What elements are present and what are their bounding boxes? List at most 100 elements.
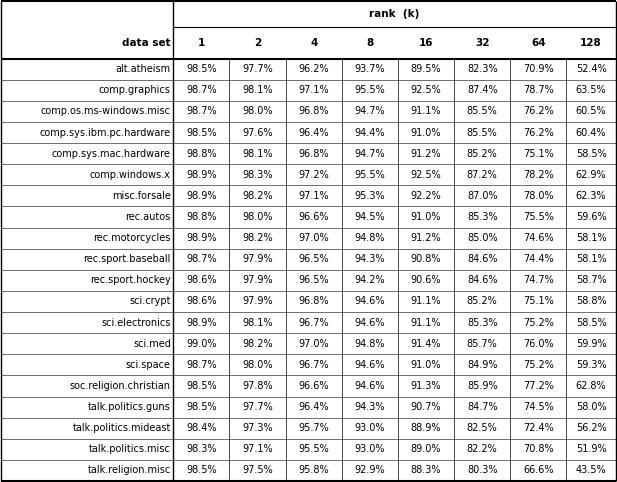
Text: 98.9%: 98.9% [186, 233, 217, 243]
Text: 59.3%: 59.3% [576, 360, 607, 370]
Text: 98.5%: 98.5% [186, 64, 217, 74]
Text: 97.5%: 97.5% [242, 466, 273, 475]
Text: 43.5%: 43.5% [576, 466, 607, 475]
Text: 85.9%: 85.9% [467, 381, 497, 391]
Text: 89.5%: 89.5% [411, 64, 441, 74]
Text: 87.0%: 87.0% [467, 191, 497, 201]
Text: 97.0%: 97.0% [299, 339, 329, 349]
Text: 97.8%: 97.8% [242, 381, 273, 391]
Text: 96.8%: 96.8% [299, 296, 329, 307]
Text: 76.0%: 76.0% [523, 339, 553, 349]
Text: 98.2%: 98.2% [242, 339, 273, 349]
Text: 91.1%: 91.1% [411, 107, 441, 116]
Text: talk.religion.misc: talk.religion.misc [88, 466, 171, 475]
Text: 58.0%: 58.0% [576, 402, 607, 412]
Text: 97.0%: 97.0% [299, 233, 329, 243]
Text: 85.0%: 85.0% [467, 233, 497, 243]
Text: 2: 2 [254, 38, 261, 48]
Text: 97.1%: 97.1% [242, 444, 273, 455]
Text: 98.0%: 98.0% [242, 107, 273, 116]
Text: 97.9%: 97.9% [242, 275, 273, 285]
Text: 96.6%: 96.6% [299, 381, 329, 391]
Text: 96.7%: 96.7% [299, 360, 329, 370]
Text: 98.7%: 98.7% [186, 360, 217, 370]
Text: 96.4%: 96.4% [299, 128, 329, 137]
Text: 98.5%: 98.5% [186, 381, 217, 391]
Text: 84.9%: 84.9% [467, 360, 497, 370]
Text: 62.3%: 62.3% [576, 191, 607, 201]
Text: sci.electronics: sci.electronics [101, 318, 171, 328]
Text: 94.8%: 94.8% [355, 233, 385, 243]
Text: 60.5%: 60.5% [576, 107, 607, 116]
Text: 96.7%: 96.7% [299, 318, 329, 328]
Text: 58.1%: 58.1% [576, 254, 607, 264]
Text: 96.5%: 96.5% [299, 254, 329, 264]
Text: 90.8%: 90.8% [411, 254, 441, 264]
Text: 75.5%: 75.5% [523, 212, 554, 222]
Text: 93.7%: 93.7% [355, 64, 385, 74]
Text: 63.5%: 63.5% [576, 85, 607, 95]
Text: 60.4%: 60.4% [576, 128, 607, 137]
Text: 98.7%: 98.7% [186, 107, 217, 116]
Text: 85.2%: 85.2% [467, 296, 497, 307]
Text: 88.3%: 88.3% [411, 466, 441, 475]
Text: 98.9%: 98.9% [186, 318, 217, 328]
Text: 98.7%: 98.7% [186, 254, 217, 264]
Text: 85.3%: 85.3% [467, 318, 497, 328]
Text: 94.6%: 94.6% [355, 360, 385, 370]
Text: 51.9%: 51.9% [576, 444, 607, 455]
Text: talk.politics.misc: talk.politics.misc [89, 444, 171, 455]
Text: 97.9%: 97.9% [242, 254, 273, 264]
Text: 98.6%: 98.6% [186, 296, 217, 307]
Text: talk.politics.guns: talk.politics.guns [88, 402, 171, 412]
Text: 96.2%: 96.2% [299, 64, 329, 74]
Text: talk.politics.mideast: talk.politics.mideast [72, 423, 171, 433]
Text: 84.7%: 84.7% [467, 402, 497, 412]
Text: 98.0%: 98.0% [242, 360, 273, 370]
Text: 98.8%: 98.8% [186, 212, 217, 222]
Text: 98.8%: 98.8% [186, 148, 217, 159]
Text: comp.sys.ibm.pc.hardware: comp.sys.ibm.pc.hardware [39, 128, 171, 137]
Text: 75.1%: 75.1% [523, 296, 554, 307]
Text: 85.5%: 85.5% [467, 107, 497, 116]
Text: 66.6%: 66.6% [523, 466, 553, 475]
Text: rank  (k): rank (k) [370, 9, 420, 19]
Text: 91.1%: 91.1% [411, 296, 441, 307]
Text: 62.8%: 62.8% [576, 381, 607, 391]
Text: 98.1%: 98.1% [242, 148, 273, 159]
Text: 98.4%: 98.4% [186, 423, 217, 433]
Text: 94.8%: 94.8% [355, 339, 385, 349]
Text: 92.2%: 92.2% [411, 191, 441, 201]
Text: 98.6%: 98.6% [186, 275, 217, 285]
Text: rec.autos: rec.autos [126, 212, 171, 222]
Text: 91.2%: 91.2% [411, 233, 441, 243]
Text: 98.5%: 98.5% [186, 466, 217, 475]
Text: 98.0%: 98.0% [242, 212, 273, 222]
Text: rec.sport.hockey: rec.sport.hockey [90, 275, 171, 285]
Text: 98.9%: 98.9% [186, 191, 217, 201]
Text: 91.0%: 91.0% [411, 360, 441, 370]
Text: 4: 4 [310, 38, 317, 48]
Text: 75.1%: 75.1% [523, 148, 554, 159]
Text: comp.sys.mac.hardware: comp.sys.mac.hardware [52, 148, 171, 159]
Text: 84.6%: 84.6% [467, 275, 497, 285]
Text: 59.6%: 59.6% [576, 212, 607, 222]
Text: 94.7%: 94.7% [355, 148, 385, 159]
Text: 93.0%: 93.0% [355, 423, 385, 433]
Text: 96.8%: 96.8% [299, 107, 329, 116]
Text: 98.1%: 98.1% [242, 85, 273, 95]
Text: 87.4%: 87.4% [467, 85, 497, 95]
Text: 95.3%: 95.3% [355, 191, 385, 201]
Text: 92.5%: 92.5% [411, 85, 441, 95]
Text: 91.2%: 91.2% [411, 148, 441, 159]
Text: 96.5%: 96.5% [299, 275, 329, 285]
Text: comp.graphics: comp.graphics [99, 85, 171, 95]
Text: 98.3%: 98.3% [242, 170, 273, 180]
Text: 85.2%: 85.2% [467, 148, 497, 159]
Text: 97.9%: 97.9% [242, 296, 273, 307]
Text: 91.0%: 91.0% [411, 128, 441, 137]
Text: 78.0%: 78.0% [523, 191, 553, 201]
Text: 62.9%: 62.9% [576, 170, 607, 180]
Text: sci.med: sci.med [133, 339, 171, 349]
Text: 98.5%: 98.5% [186, 128, 217, 137]
